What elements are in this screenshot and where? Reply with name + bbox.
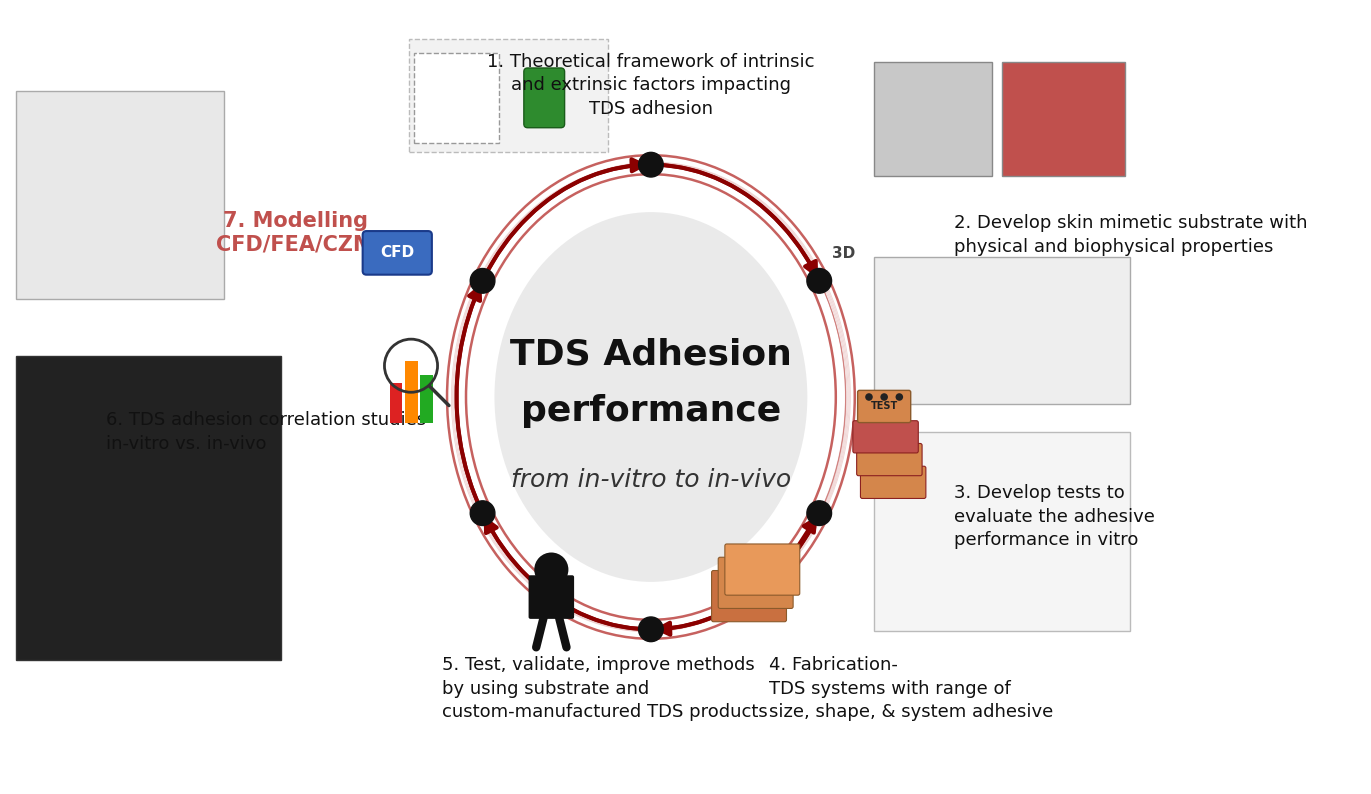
Text: performance: performance xyxy=(521,395,781,428)
Bar xyxy=(391,383,403,422)
Text: 1. Theoretical framework of intrinsic
and extrinsic factors impacting
TDS adhesi: 1. Theoretical framework of intrinsic an… xyxy=(487,53,814,118)
Circle shape xyxy=(535,553,569,587)
Bar xyxy=(421,376,433,422)
Text: TEST: TEST xyxy=(871,402,898,411)
FancyBboxPatch shape xyxy=(1002,62,1126,176)
Text: 4. Fabrication-
TDS systems with range of
size, shape, & system adhesive: 4. Fabrication- TDS systems with range o… xyxy=(769,656,1054,721)
FancyBboxPatch shape xyxy=(718,557,794,608)
FancyBboxPatch shape xyxy=(853,421,919,453)
FancyBboxPatch shape xyxy=(524,68,565,128)
FancyBboxPatch shape xyxy=(15,91,225,299)
Circle shape xyxy=(808,501,832,526)
Circle shape xyxy=(470,268,495,293)
Text: 3. Develop tests to
evaluate the adhesive
performance in vitro: 3. Develop tests to evaluate the adhesiv… xyxy=(954,484,1156,549)
Circle shape xyxy=(808,268,832,293)
FancyBboxPatch shape xyxy=(873,432,1130,631)
FancyBboxPatch shape xyxy=(363,231,432,275)
Text: 2. Develop skin mimetic substrate with
physical and biophysical properties: 2. Develop skin mimetic substrate with p… xyxy=(954,214,1308,256)
FancyBboxPatch shape xyxy=(409,39,609,152)
FancyBboxPatch shape xyxy=(725,544,799,596)
Text: from in-vitro to in-vivo: from in-vitro to in-vivo xyxy=(511,468,791,492)
Text: TDS Adhesion: TDS Adhesion xyxy=(510,337,792,372)
Bar xyxy=(406,361,418,422)
FancyBboxPatch shape xyxy=(857,444,923,476)
Circle shape xyxy=(639,152,664,177)
FancyBboxPatch shape xyxy=(529,576,574,619)
Text: 3D: 3D xyxy=(831,246,854,261)
FancyBboxPatch shape xyxy=(858,391,910,422)
Circle shape xyxy=(880,393,888,401)
FancyBboxPatch shape xyxy=(712,571,787,622)
Text: 7. Modelling
CFD/FEA/CZM: 7. Modelling CFD/FEA/CZM xyxy=(217,211,374,255)
FancyBboxPatch shape xyxy=(873,256,1130,403)
Bar xyxy=(414,53,499,143)
Circle shape xyxy=(895,393,903,401)
Text: CFD: CFD xyxy=(380,245,414,260)
Text: 6. TDS adhesion correlation studies
in-vitro vs. in-vivo: 6. TDS adhesion correlation studies in-v… xyxy=(106,411,426,453)
Circle shape xyxy=(470,501,495,526)
Circle shape xyxy=(865,393,873,401)
FancyBboxPatch shape xyxy=(873,62,993,176)
Text: 5. Test, validate, improve methods
by using substrate and
custom-manufactured TD: 5. Test, validate, improve methods by us… xyxy=(443,656,768,721)
Circle shape xyxy=(639,617,664,642)
Ellipse shape xyxy=(495,212,808,582)
FancyBboxPatch shape xyxy=(15,357,281,660)
FancyBboxPatch shape xyxy=(861,466,925,499)
